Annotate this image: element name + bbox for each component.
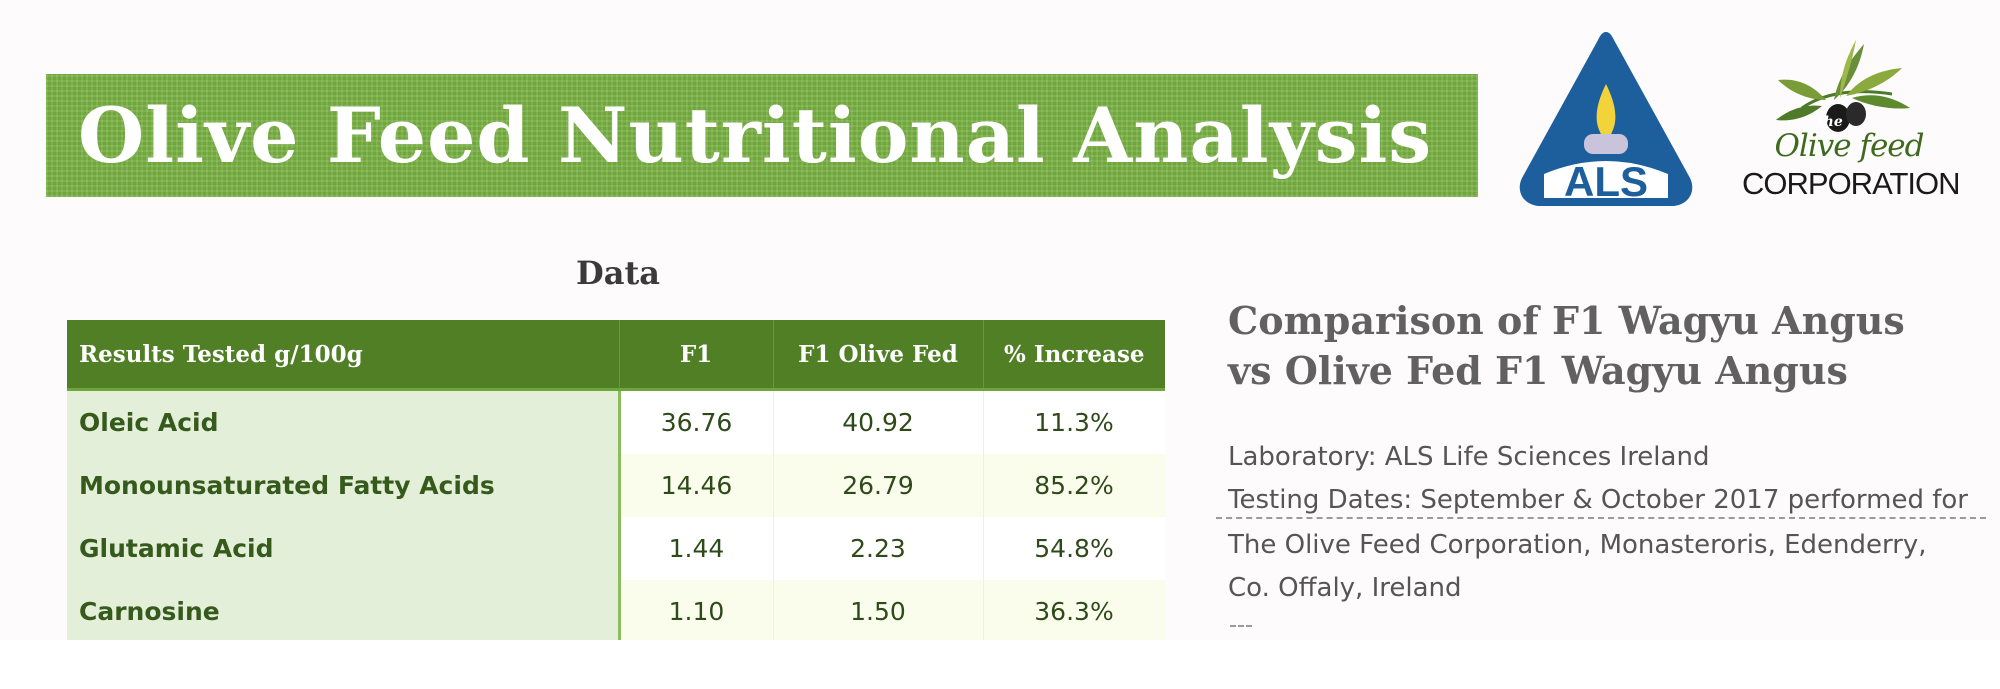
title-banner: Olive Feed Nutritional Analysis bbox=[46, 74, 1478, 197]
table-row: Monounsaturated Fatty Acids 14.46 26.79 … bbox=[67, 454, 1165, 517]
row-name: Carnosine bbox=[67, 580, 621, 640]
increase-value: 11.3% bbox=[983, 389, 1165, 454]
row-name: Glutamic Acid bbox=[67, 517, 621, 580]
table-header-row: Results Tested g/100g F1 F1 Olive Fed % … bbox=[67, 320, 1165, 391]
olive-branch-icon: the bbox=[1776, 40, 1910, 132]
results-table-container: Results Tested g/100g F1 F1 Olive Fed % … bbox=[67, 320, 1165, 640]
ofc-logo-small-text: the bbox=[1817, 114, 1843, 130]
increase-value: 85.2% bbox=[983, 454, 1165, 517]
f1-value: 36.76 bbox=[619, 389, 774, 454]
ofc-logo-script-text: Olive feed bbox=[1774, 128, 1925, 164]
address-line-1: The Olive Feed Corporation, Monasteroris… bbox=[1228, 530, 1927, 560]
column-header: Results Tested g/100g bbox=[67, 320, 620, 391]
table-heading: Data bbox=[576, 254, 660, 292]
column-header: % Increase bbox=[983, 320, 1165, 391]
olive-fed-value: 40.92 bbox=[773, 389, 984, 454]
row-name: Oleic Acid bbox=[67, 389, 621, 454]
address-line-2: Co. Offaly, Ireland bbox=[1228, 573, 1462, 603]
table-row: Carnosine 1.10 1.50 36.3% bbox=[67, 580, 1165, 640]
comparison-title-line-1: Comparison of F1 Wagyu Angus bbox=[1228, 298, 1905, 343]
olive-fed-value: 2.23 bbox=[773, 517, 984, 580]
comparison-title: Comparison of F1 Wagyu Angus vs Olive Fe… bbox=[1228, 296, 1968, 396]
table-row: Glutamic Acid 1.44 2.23 54.8% bbox=[67, 517, 1165, 580]
f1-value: 14.46 bbox=[619, 454, 774, 517]
increase-value: 36.3% bbox=[983, 580, 1165, 640]
als-logo-text: ALS bbox=[1564, 158, 1648, 205]
row-name: Monounsaturated Fatty Acids bbox=[67, 454, 621, 517]
comparison-title-line-2: vs Olive Fed F1 Wagyu Angus bbox=[1228, 348, 1848, 393]
ofc-logo-word-text: CORPORATION bbox=[1742, 166, 1961, 201]
increase-value: 54.8% bbox=[983, 517, 1165, 580]
slide-bottom-margin bbox=[0, 640, 2000, 689]
results-table: Results Tested g/100g F1 F1 Olive Fed % … bbox=[67, 320, 1165, 640]
page-title: Olive Feed Nutritional Analysis bbox=[78, 91, 1433, 180]
als-flame-logo-icon: ALS bbox=[1519, 32, 1693, 206]
laboratory-text: Laboratory: ALS Life Sciences Ireland bbox=[1228, 442, 1710, 472]
testing-dates-text: Testing Dates: September & October 2017 … bbox=[1216, 485, 1986, 519]
table-row: Oleic Acid 36.76 40.92 11.3% bbox=[67, 389, 1165, 454]
column-header: F1 bbox=[619, 320, 774, 391]
olive-fed-value: 26.79 bbox=[773, 454, 984, 517]
f1-value: 1.10 bbox=[619, 580, 774, 640]
column-header: F1 Olive Fed bbox=[773, 320, 984, 391]
f1-value: 1.44 bbox=[619, 517, 774, 580]
olive-fed-value: 1.50 bbox=[773, 580, 984, 640]
dashed-divider bbox=[1230, 625, 1252, 627]
